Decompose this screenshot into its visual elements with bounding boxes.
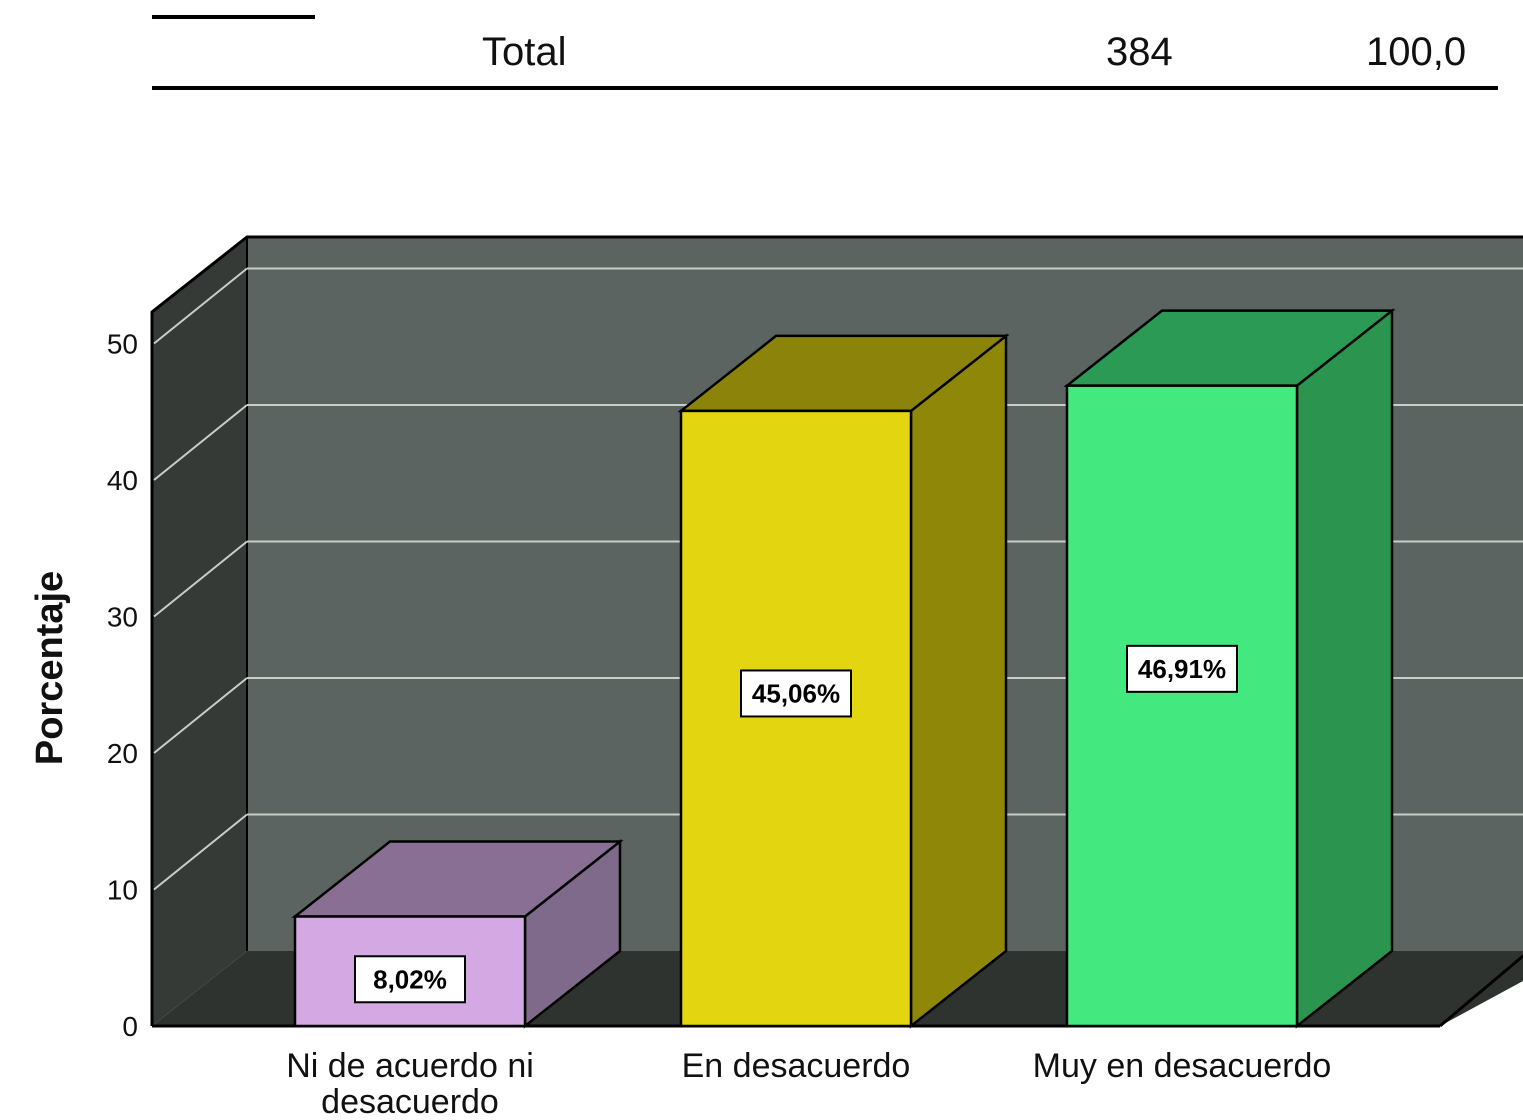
y-tick-label: 0: [122, 1011, 138, 1042]
x-category-label: desacuerdo: [321, 1083, 499, 1120]
bar-side: [909, 333, 1008, 1029]
total-label: Total: [482, 30, 567, 74]
side-wall: [152, 237, 247, 1026]
bar-side: [1295, 308, 1394, 1029]
gridline-side: [153, 404, 248, 481]
y-tick-label: 20: [107, 738, 138, 769]
bar: 46,91%: [1063, 308, 1396, 1029]
y-tick-label: 40: [107, 465, 138, 496]
value-label-box: [740, 669, 852, 718]
floor-edge: [1439, 954, 1523, 1028]
gridline-side: [153, 677, 248, 754]
x-category-label: Muy en desacuerdo: [1033, 1047, 1332, 1085]
y-tick-label: 10: [107, 875, 138, 906]
x-category-label: Ni de acuerdo ni: [286, 1047, 534, 1085]
value-label: 46,91%: [1138, 654, 1226, 684]
bar: 45,06%: [677, 333, 1010, 1029]
y-tick-label: 50: [107, 329, 138, 360]
table-header-rule: [152, 15, 315, 19]
y-axis-title: Porcentaje: [29, 571, 71, 765]
total-count: 384: [1106, 30, 1173, 74]
frequency-table-fragment: Total 384 100,0: [0, 0, 1523, 110]
table-bottom-rule: [152, 86, 1498, 90]
value-label: 45,06%: [752, 678, 840, 708]
value-label: 8,02%: [373, 964, 447, 994]
wall-outline: [150, 235, 1523, 1026]
y-axis-ticks: 0 10 20 30 40 50: [107, 329, 138, 1043]
value-label-box: [1126, 644, 1238, 693]
value-label-box: [354, 955, 466, 1004]
bar-front: [679, 409, 913, 1028]
gridline-side: [153, 267, 248, 345]
y-tick-label: 30: [107, 602, 138, 633]
bar: 8,02%: [291, 838, 624, 1029]
total-percent: 100,0: [1366, 30, 1467, 74]
chart-bars: 8,02% 45,06% 46,91%: [291, 308, 1396, 1029]
x-category-label: En desacuerdo: [682, 1047, 911, 1085]
gridline-side: [153, 813, 248, 891]
gridline-side: [153, 540, 248, 618]
bar-front: [1065, 384, 1299, 1028]
